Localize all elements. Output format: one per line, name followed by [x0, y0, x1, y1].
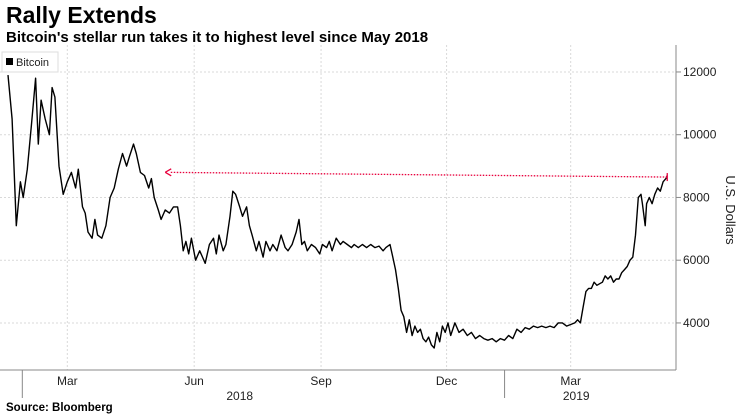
x-tick-label: Mar: [560, 374, 581, 388]
annotation-layer: [164, 168, 668, 182]
x-tick-label: Sep: [310, 374, 332, 388]
chart-title: Rally Extends: [6, 2, 157, 28]
legend-label: Bitcoin: [16, 57, 49, 69]
chart-subtitle: Bitcoin's stellar run takes it to highes…: [6, 29, 429, 46]
x-tick-label: Mar: [57, 374, 78, 388]
legend: Bitcoin: [1, 51, 59, 73]
series-line-bitcoin: [7, 75, 668, 349]
x-tick-label: Jun: [185, 374, 204, 388]
y-axis-label: U.S. Dollars: [723, 175, 738, 245]
line-layer: [7, 75, 668, 349]
y-tick-label: 8000: [683, 190, 710, 204]
annotation-arrow-line: [169, 171, 668, 178]
source-note: Source: Bloomberg: [6, 402, 113, 414]
y-tick-label: 10000: [683, 128, 717, 142]
year-label: 2018: [226, 389, 253, 403]
legend-swatch: [6, 58, 13, 65]
y-tick-label: 12000: [683, 65, 717, 79]
y-tick-label: 6000: [683, 253, 710, 267]
y-tick-label: 4000: [683, 316, 710, 330]
year-label: 2019: [563, 389, 590, 403]
legend-box: [1, 51, 59, 73]
grid-layer: [0, 45, 676, 370]
annotation-arrow-head: [164, 168, 172, 177]
x-tick-label: Dec: [436, 374, 457, 388]
